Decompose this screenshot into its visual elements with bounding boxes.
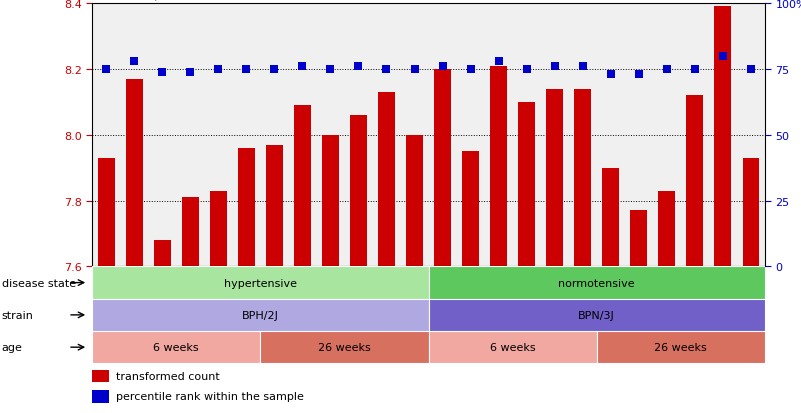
Text: normotensive: normotensive: [558, 278, 635, 288]
Text: hypertensive: hypertensive: [223, 278, 297, 288]
Point: [128, 59, 141, 65]
Point: [464, 66, 477, 73]
Text: BPN/3J: BPN/3J: [578, 310, 615, 320]
Point: [492, 59, 505, 65]
Bar: [630, 211, 647, 267]
Text: 6 weeks: 6 weeks: [490, 342, 535, 352]
Point: [633, 72, 646, 78]
Point: [211, 66, 224, 73]
Point: [548, 64, 561, 71]
Bar: [518, 103, 535, 267]
Bar: [429, 299, 765, 331]
Bar: [490, 66, 507, 267]
Bar: [260, 331, 429, 363]
Bar: [238, 149, 255, 267]
Bar: [658, 191, 675, 267]
Bar: [714, 7, 731, 267]
Bar: [266, 145, 283, 267]
Text: strain: strain: [2, 310, 34, 320]
Bar: [546, 90, 563, 267]
Point: [745, 66, 758, 73]
Bar: [294, 106, 311, 267]
Bar: [462, 152, 479, 267]
Text: 26 weeks: 26 weeks: [654, 342, 707, 352]
Text: age: age: [2, 342, 22, 352]
Bar: [429, 267, 765, 299]
Bar: [686, 96, 703, 267]
Point: [296, 64, 309, 71]
Point: [380, 66, 392, 73]
Bar: [429, 331, 597, 363]
Bar: [92, 370, 109, 382]
Bar: [743, 159, 759, 267]
Bar: [182, 198, 199, 267]
Bar: [434, 70, 451, 267]
Point: [436, 64, 449, 71]
Point: [717, 53, 730, 60]
Point: [155, 69, 168, 76]
Bar: [406, 135, 423, 267]
Point: [576, 64, 589, 71]
Bar: [378, 93, 395, 267]
Point: [240, 66, 253, 73]
Bar: [92, 299, 429, 331]
Bar: [154, 240, 171, 267]
Bar: [602, 168, 619, 267]
Bar: [92, 390, 109, 403]
Text: 6 weeks: 6 weeks: [154, 342, 199, 352]
Bar: [597, 331, 765, 363]
Bar: [92, 331, 260, 363]
Point: [268, 66, 280, 73]
Bar: [98, 159, 115, 267]
Bar: [574, 90, 591, 267]
Bar: [350, 116, 367, 267]
Text: BPH/2J: BPH/2J: [242, 310, 279, 320]
Text: GDS3895 / 10480950: GDS3895 / 10480950: [92, 0, 227, 2]
Bar: [210, 191, 227, 267]
Point: [352, 64, 365, 71]
Point: [604, 72, 617, 78]
Bar: [322, 135, 339, 267]
Text: percentile rank within the sample: percentile rank within the sample: [115, 392, 304, 401]
Point: [324, 66, 336, 73]
Text: 26 weeks: 26 weeks: [318, 342, 371, 352]
Point: [184, 69, 197, 76]
Point: [660, 66, 673, 73]
Text: transformed count: transformed count: [115, 371, 219, 381]
Point: [99, 66, 112, 73]
Point: [521, 66, 533, 73]
Bar: [92, 267, 429, 299]
Bar: [126, 80, 143, 267]
Point: [688, 66, 702, 73]
Text: disease state: disease state: [2, 278, 76, 288]
Point: [408, 66, 421, 73]
